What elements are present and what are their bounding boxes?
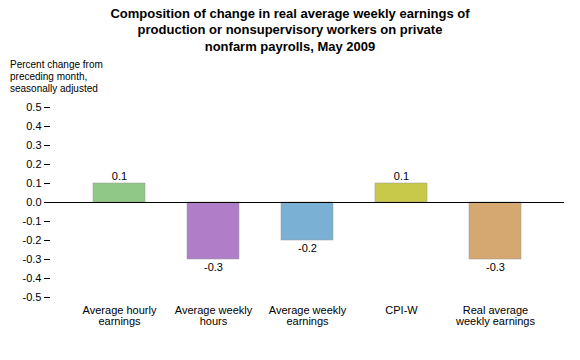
svg-text:-0.3: -0.3 <box>204 261 223 273</box>
svg-text:Real averageweekly earnings: Real averageweekly earnings <box>455 304 535 327</box>
svg-text:-0.2: -0.2 <box>23 234 42 246</box>
svg-text:0.1: 0.1 <box>112 169 127 181</box>
html-text:Composition of change in real: Composition of change in real average we… <box>110 6 470 54</box>
svg-text:0.1: 0.1 <box>394 169 409 181</box>
svg-text:-0.4: -0.4 <box>23 272 42 284</box>
svg-text:-0.3: -0.3 <box>23 253 42 265</box>
svg-text:0.1: 0.1 <box>26 177 41 189</box>
svg-text:CPI-W: CPI-W <box>385 304 418 316</box>
svg-text:Average weeklyearnings: Average weeklyearnings <box>269 304 347 327</box>
svg-text:Average hourlyearnings: Average hourlyearnings <box>83 304 157 327</box>
svg-text:Average weeklyhours: Average weeklyhours <box>175 304 253 327</box>
svg-text:0.0: 0.0 <box>26 196 41 208</box>
svg-text:0.5: 0.5 <box>26 101 41 113</box>
svg-text:-0.5: -0.5 <box>23 291 42 303</box>
svg-text:0.3: 0.3 <box>26 139 41 151</box>
svg-text:-0.1: -0.1 <box>23 215 42 227</box>
svg-text:-0.2: -0.2 <box>298 242 317 254</box>
html-text:Percent change from preceding: Percent change from preceding month, sea… <box>10 58 103 94</box>
svg-text:-0.3: -0.3 <box>486 261 505 273</box>
svg-text:0.4: 0.4 <box>26 120 41 132</box>
svg-text:0.2: 0.2 <box>26 158 41 170</box>
